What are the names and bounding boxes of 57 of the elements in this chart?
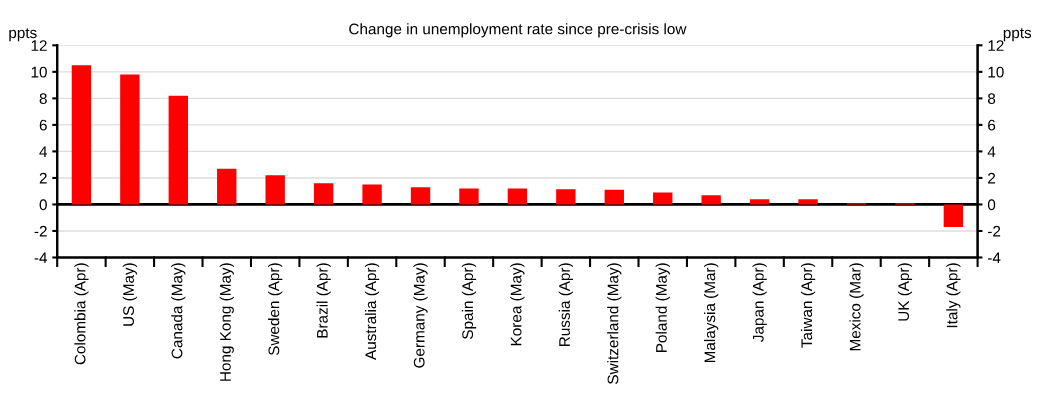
x-tick-label: Colombia (Apr): [74, 263, 89, 365]
x-tick-label: Sweden (Apr): [268, 263, 283, 356]
bar: [362, 184, 382, 205]
y-tick-label: 0: [39, 199, 47, 211]
x-tick-label: Canada (May): [171, 263, 186, 359]
bar: [604, 189, 624, 205]
bar: [217, 168, 237, 205]
x-tick-label: Taiwan (Apr): [800, 263, 816, 348]
x-tick-label: Poland (May): [655, 263, 670, 352]
chart-title: Change in unemployment rate since pre-crisis low: [349, 23, 687, 38]
y2-tick-label: -4: [988, 252, 1001, 264]
x-tick-label: Australia (Apr): [364, 263, 380, 360]
bar: [313, 183, 334, 205]
x-tick-label: Germany (May): [413, 263, 428, 368]
y2-tick-label: 6: [988, 119, 996, 131]
y2-tick-label: 0: [987, 199, 996, 211]
bar: [798, 199, 818, 205]
y-tick-label: 12: [31, 40, 47, 51]
bar: [507, 188, 528, 205]
bar: [71, 65, 92, 205]
y2-tick-label: 12: [988, 40, 1004, 51]
x-tick-label: UK (Apr): [897, 263, 913, 321]
y-tick-label: -2: [34, 225, 47, 237]
x-tick-label: Korea (May): [510, 263, 525, 346]
y2-tick-label: 8: [987, 93, 996, 105]
bar: [749, 199, 770, 205]
y-tick-label: 8: [39, 93, 47, 105]
y2-tick-label: 4: [987, 146, 996, 157]
bar: [556, 189, 576, 205]
y-tick-label: 4: [39, 146, 48, 157]
x-tick-label: Japan (Apr): [752, 263, 767, 342]
y2-tick-label: 2: [988, 172, 996, 184]
x-tick-label: Italy (Apr): [946, 263, 961, 328]
x-tick-label: Malaysia (Mar): [704, 263, 719, 363]
y-tick-label: 2: [39, 172, 47, 184]
x-tick-label: Mexico (Mar): [849, 263, 864, 351]
bar: [410, 187, 431, 205]
x-tick-label: US (May): [122, 263, 137, 326]
x-tick-label: Spain (Apr): [461, 263, 477, 339]
y2-tick-label: 10: [988, 66, 1004, 78]
y-tick-label: 6: [39, 119, 47, 131]
bar: [168, 95, 188, 205]
bar: [265, 175, 285, 205]
bar: [459, 188, 479, 205]
bar: [653, 192, 673, 205]
bar: [701, 195, 721, 205]
y2-tick-label: -2: [988, 225, 1001, 237]
bar: [943, 204, 964, 227]
x-tick-label: Brazil (Apr): [316, 263, 331, 338]
y-axis-title: ppts: [9, 28, 37, 42]
y2-axis-title: ppts: [1003, 28, 1032, 42]
x-tick-label: Russia (Apr): [558, 263, 573, 346]
y-tick-label: -4: [34, 252, 48, 264]
x-tick-label: Switzerland (May): [607, 263, 622, 384]
y-tick-label: 10: [31, 66, 47, 78]
bar: [120, 74, 140, 205]
x-tick-label: Hong Kong (May): [219, 263, 234, 381]
